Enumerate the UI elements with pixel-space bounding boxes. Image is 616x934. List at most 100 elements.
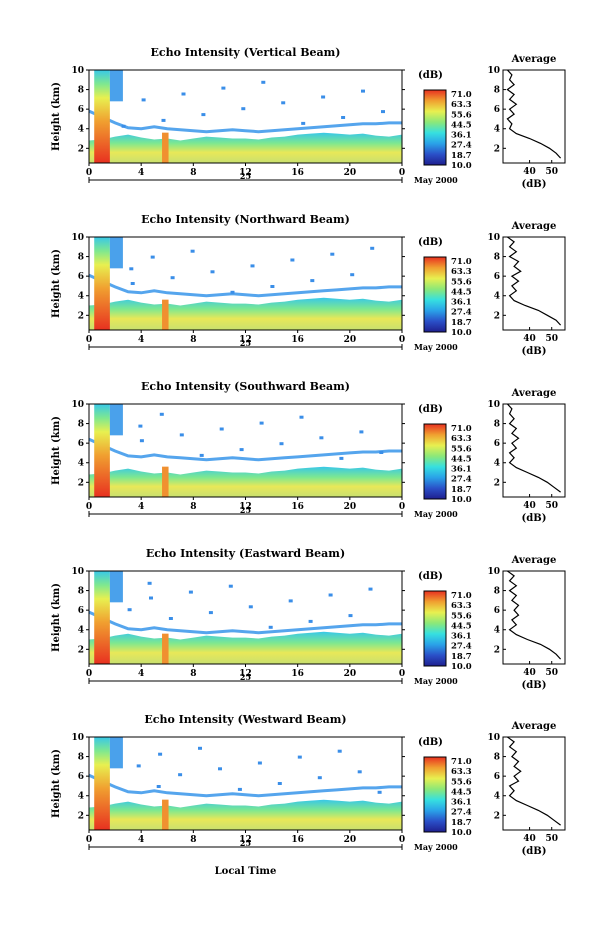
scattered-echo [259,421,264,425]
x-tick-label: 16 [291,168,304,178]
average-title: Average [511,388,557,399]
y-tick-label: 8 [78,253,84,263]
scattered-echo [150,255,155,259]
y-tick-label: 6 [78,105,84,115]
average-x-label: (dB) [522,846,547,857]
scattered-echo [268,625,273,629]
scattered-echo [159,412,164,416]
average-y-tick-label: 2 [494,478,500,488]
y-tick-label: 8 [78,86,84,96]
high-echo-patch [109,737,123,769]
average-y-tick-label: 2 [494,645,500,655]
scattered-echo [348,614,353,618]
scattered-echo [208,611,213,615]
convective-plume [94,737,110,830]
x-tick-label: 16 [291,835,304,845]
scattered-echo [199,453,204,457]
x-tick-label: 4 [138,502,144,512]
colorbar-tick-label: 55.6 [451,277,472,287]
colorbar-tick-label: 18.7 [451,485,472,495]
x-tick-label: 4 [138,335,144,345]
x-tick-label: 4 [138,835,144,845]
scattered-echo [361,89,365,93]
scattered-echo [379,451,384,454]
scattered-echo [317,776,322,780]
high-echo-patch [109,70,123,102]
y-tick-label: 4 [78,292,84,302]
x-tick-label: 0 [399,335,405,345]
convective-plume [94,70,110,163]
scattered-echo [328,593,333,597]
colorbar-scale [423,756,447,833]
scattered-echo [297,755,302,759]
scattered-echo [201,113,206,117]
scattered-echo [270,285,275,288]
average-x-tick-label: 40 [523,668,536,678]
average-y-tick-label: 10 [487,66,500,76]
high-echo-patch [109,404,123,436]
average-plot: Average 2 4 6 8 10 40 50 (dB) [487,721,566,857]
scattered-echo [337,749,342,753]
scattered-echo [181,92,186,96]
scattered-echo [188,590,193,594]
scattered-echo [136,764,141,768]
y-tick-label: 4 [78,626,84,636]
y-tick-label: 6 [78,272,84,282]
colorbar-tick-label: 44.5 [451,787,472,797]
date-label: May 2000 [414,509,458,519]
average-x-tick-label: 50 [545,334,558,344]
scattered-echo [248,605,253,609]
y-axis-label: Height (km) [51,416,62,485]
day-label: 25 [240,838,251,848]
colorbar-scale [423,423,447,500]
scattered-echo [179,433,184,437]
x-tick-label: 0 [399,835,405,845]
x-tick-label: 0 [86,835,92,845]
average-title: Average [511,54,557,65]
y-axis-label: Height (km) [51,82,62,151]
convective-plume-secondary [162,466,169,497]
x-tick-label: 4 [138,168,144,178]
scattered-echo [241,107,246,111]
scattered-echo [178,773,183,777]
scattered-echo [377,790,382,794]
colorbar-tick-label: 10.0 [451,662,472,672]
scattered-echo [198,746,202,750]
colorbar-tick-label: 18.7 [451,652,472,662]
convective-plume-secondary [162,633,169,664]
scattered-echo [168,617,173,620]
y-tick-label: 10 [71,733,84,743]
average-y-tick-label: 2 [494,311,500,321]
scattered-echo [321,95,326,99]
scattered-echo [370,246,375,250]
average-y-tick-label: 6 [494,606,500,616]
average-frame [502,570,566,665]
heatmap [88,236,403,331]
x-tick-label: 0 [399,502,405,512]
colorbar-tick-label: 44.5 [451,621,472,631]
average-y-tick-label: 6 [494,439,500,449]
panel-title: Echo Intensity (Westward Beam) [144,713,346,726]
average-plot: Average 2 4 6 8 10 40 50 (dB) [487,388,566,524]
x-tick-label: 0 [399,669,405,679]
average-y-tick-label: 4 [494,292,500,302]
scattered-echo [288,599,293,603]
average-y-tick-label: 10 [487,400,500,410]
average-profile-line [507,236,562,326]
day-label: 25 [240,672,251,682]
colorbar-tick-label: 27.4 [451,308,472,318]
x-tick-label: 4 [138,669,144,679]
average-y-tick-label: 8 [494,420,500,430]
colorbar: (dB) 71.063.355.644.536.127.418.710.0 [418,737,472,838]
y-tick-label: 2 [78,311,84,321]
day-label: 25 [240,338,251,348]
scattered-echo [239,448,244,452]
average-y-tick-label: 8 [494,587,500,597]
average-title: Average [511,721,557,732]
colorbar-tick-label: 63.3 [451,267,472,277]
colorbar-unit: (dB) [418,404,443,415]
x-tick-label: 20 [344,669,357,679]
y-tick-label: 10 [71,66,84,76]
x-tick-label: 20 [344,168,357,178]
average-y-tick-label: 4 [494,626,500,636]
